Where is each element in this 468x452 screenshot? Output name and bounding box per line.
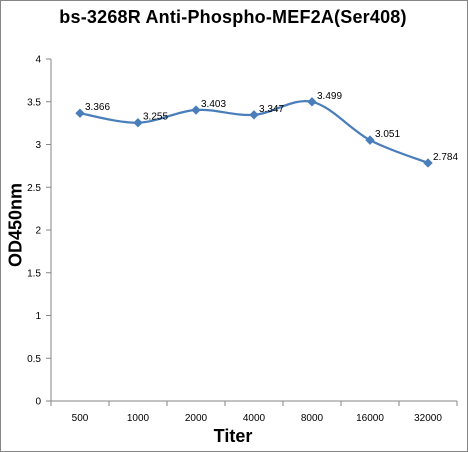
y-axis-title: OD450nm bbox=[5, 182, 26, 268]
data-label: 3.255 bbox=[143, 112, 168, 123]
y-tick-label: 2 bbox=[35, 226, 41, 237]
y-tick-label: 4 bbox=[35, 55, 41, 66]
data-point bbox=[423, 158, 433, 168]
data-label: 3.051 bbox=[375, 129, 400, 140]
data-point bbox=[75, 108, 85, 118]
x-tick-label: 32000 bbox=[414, 413, 442, 424]
chart-title: bs-3268R Anti-Phospho-MEF2A(Ser408) bbox=[59, 7, 407, 27]
x-axis-title: Titer bbox=[213, 426, 253, 446]
y-tick-label: 0.5 bbox=[27, 354, 41, 365]
data-label: 2.784 bbox=[433, 152, 458, 163]
data-point bbox=[365, 135, 375, 145]
y-tick-label: 3.5 bbox=[27, 97, 41, 108]
y-tick-label: 3 bbox=[35, 140, 41, 151]
data-label: 3.403 bbox=[201, 99, 226, 110]
data-label: 3.499 bbox=[317, 91, 342, 102]
y-tick-label: 2.5 bbox=[27, 183, 41, 194]
data-point bbox=[249, 110, 259, 120]
x-tick-label: 500 bbox=[72, 413, 89, 424]
data-point bbox=[307, 97, 317, 107]
x-tick-label: 16000 bbox=[356, 413, 384, 424]
data-label: 3.366 bbox=[85, 102, 110, 113]
y-tick-label: 1.5 bbox=[27, 268, 41, 279]
x-tick-label: 1000 bbox=[127, 413, 150, 424]
data-point bbox=[133, 117, 143, 128]
y-tick-label: 1 bbox=[35, 311, 41, 322]
x-tick-label: 8000 bbox=[301, 413, 324, 424]
data-point bbox=[191, 105, 201, 115]
y-tick-label: 0 bbox=[35, 397, 41, 408]
data-label: 3.347 bbox=[259, 104, 284, 115]
x-tick-label: 4000 bbox=[243, 413, 266, 424]
x-tick-label: 2000 bbox=[185, 413, 208, 424]
